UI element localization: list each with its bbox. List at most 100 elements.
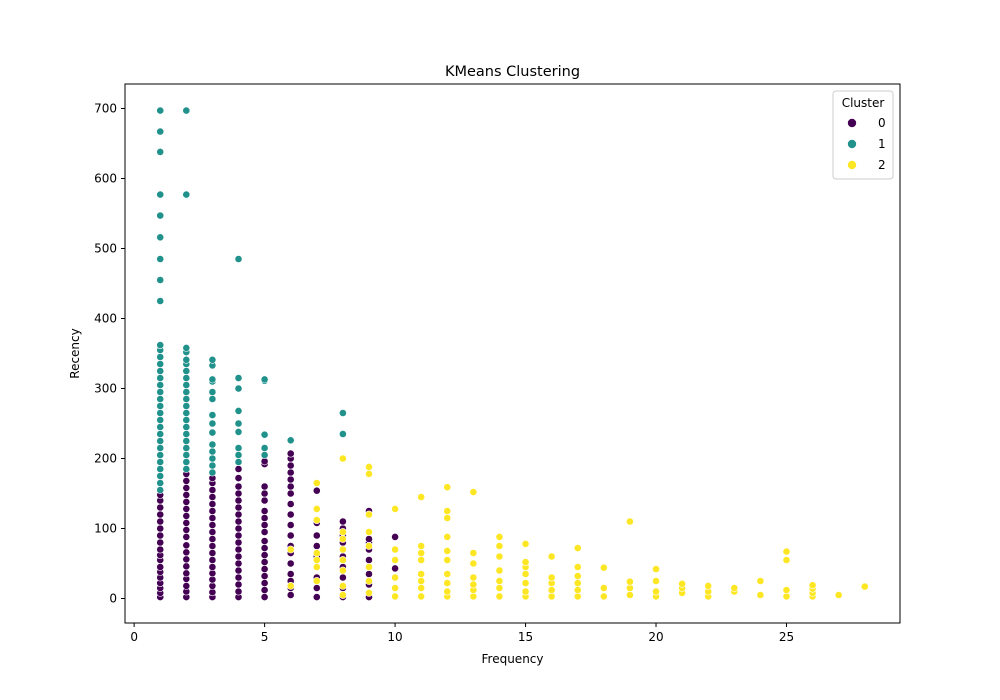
point-cluster-2 <box>469 573 478 582</box>
legend-label-0: 0 <box>878 116 886 130</box>
point-cluster-2 <box>312 516 321 524</box>
point-cluster-0 <box>234 510 243 519</box>
point-cluster-0 <box>260 528 269 536</box>
point-cluster-0 <box>182 483 191 492</box>
plot-background <box>125 84 900 623</box>
point-cluster-0 <box>208 500 217 508</box>
point-cluster-2 <box>365 510 373 519</box>
point-cluster-0 <box>286 500 295 508</box>
point-cluster-0 <box>208 542 217 550</box>
point-cluster-2 <box>756 591 765 599</box>
point-cluster-1 <box>182 409 191 417</box>
y-tick-label: 500 <box>94 242 117 256</box>
point-cluster-2 <box>417 584 426 592</box>
point-cluster-1 <box>156 395 165 403</box>
point-cluster-2 <box>599 584 608 592</box>
point-cluster-2 <box>573 572 582 580</box>
point-cluster-1 <box>156 374 165 382</box>
y-axis-label: Recency <box>68 328 82 378</box>
x-tick-label: 0 <box>130 630 138 644</box>
point-cluster-2 <box>521 579 530 587</box>
point-cluster-1 <box>182 381 191 389</box>
point-cluster-2 <box>417 570 426 578</box>
x-tick-label: 10 <box>387 630 402 644</box>
point-cluster-2 <box>782 586 791 594</box>
point-cluster-0 <box>208 535 217 543</box>
point-cluster-1 <box>260 430 269 439</box>
point-cluster-0 <box>234 465 243 473</box>
point-cluster-0 <box>260 507 269 515</box>
point-cluster-1 <box>182 402 191 410</box>
point-cluster-1 <box>182 355 191 364</box>
legend-marker-0 <box>847 118 857 128</box>
point-cluster-1 <box>234 444 243 452</box>
point-cluster-0 <box>234 587 243 596</box>
point-cluster-1 <box>208 395 217 403</box>
x-tick-label: 25 <box>779 630 794 644</box>
point-cluster-2 <box>495 542 504 550</box>
point-cluster-0 <box>286 468 295 477</box>
point-cluster-0 <box>260 558 269 566</box>
point-cluster-1 <box>156 381 165 389</box>
point-cluster-2 <box>338 591 347 599</box>
point-cluster-2 <box>391 573 399 582</box>
point-cluster-0 <box>338 517 347 526</box>
point-cluster-1 <box>338 430 347 438</box>
point-cluster-1 <box>156 388 165 396</box>
point-cluster-2 <box>547 573 556 582</box>
point-cluster-0 <box>156 538 165 547</box>
point-cluster-2 <box>365 469 373 478</box>
point-cluster-2 <box>443 533 452 541</box>
point-cluster-0 <box>260 593 269 601</box>
point-cluster-1 <box>208 428 217 437</box>
point-cluster-1 <box>286 436 295 445</box>
point-cluster-0 <box>234 545 243 554</box>
point-cluster-2 <box>573 586 582 594</box>
point-cluster-2 <box>312 563 321 571</box>
point-cluster-0 <box>156 524 165 533</box>
point-cluster-0 <box>234 496 243 505</box>
point-cluster-2 <box>782 547 791 556</box>
point-cluster-1 <box>234 374 243 382</box>
point-cluster-1 <box>208 440 217 449</box>
point-cluster-1 <box>208 411 217 419</box>
point-cluster-1 <box>156 297 165 305</box>
point-cluster-1 <box>182 190 191 199</box>
axes-layer: 0 5 10 15 20 25 0 100 200 300 400 500 600 700 <box>94 102 794 645</box>
point-cluster-1 <box>234 451 243 459</box>
point-cluster-0 <box>260 489 269 498</box>
x-tick-label: 15 <box>518 630 533 644</box>
point-cluster-2 <box>495 592 504 601</box>
point-cluster-0 <box>182 512 191 520</box>
point-cluster-0 <box>260 551 269 559</box>
point-cluster-1 <box>182 465 191 473</box>
point-cluster-2 <box>495 566 504 575</box>
point-cluster-0 <box>260 579 269 587</box>
point-cluster-0 <box>312 542 321 550</box>
point-cluster-1 <box>156 276 165 284</box>
point-cluster-1 <box>156 353 165 361</box>
point-cluster-2 <box>391 556 399 564</box>
point-cluster-2 <box>521 558 530 566</box>
point-cluster-1 <box>156 437 165 445</box>
point-cluster-0 <box>286 449 295 458</box>
y-tick-label: 100 <box>94 522 117 536</box>
point-cluster-2 <box>417 542 426 550</box>
point-cluster-1 <box>182 374 191 382</box>
point-cluster-2 <box>469 580 478 589</box>
point-cluster-2 <box>495 584 504 592</box>
point-cluster-1 <box>156 486 165 494</box>
point-cluster-0 <box>208 493 217 501</box>
point-cluster-2 <box>391 545 399 554</box>
point-cluster-2 <box>495 577 504 585</box>
point-cluster-2 <box>417 592 426 601</box>
y-tick-label: 700 <box>94 102 117 116</box>
legend: Cluster 0 1 2 <box>832 90 894 180</box>
point-cluster-1 <box>208 461 217 470</box>
point-cluster-0 <box>208 563 217 571</box>
point-cluster-0 <box>156 503 165 512</box>
point-cluster-2 <box>391 584 399 592</box>
point-cluster-2 <box>808 581 817 590</box>
point-cluster-1 <box>234 384 243 393</box>
